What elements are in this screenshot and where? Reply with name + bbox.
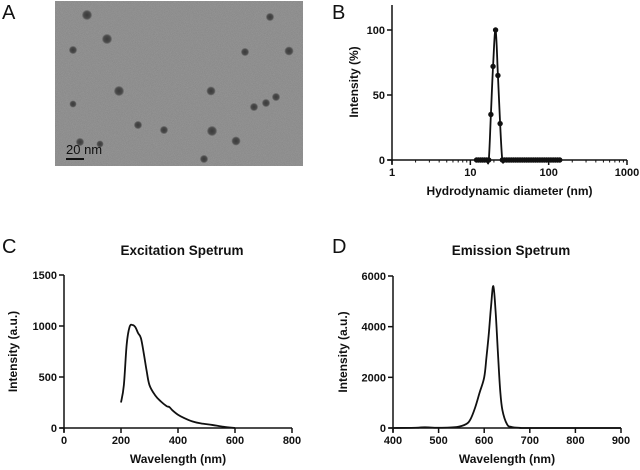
y-tick-label: 1500 (33, 270, 57, 282)
y-tick-label: 4000 (362, 322, 386, 334)
panel-letter-a: A (2, 2, 16, 24)
data-line (392, 285, 622, 429)
x-tick-label: 500 (429, 435, 447, 447)
data-line (476, 29, 560, 165)
data-point (492, 27, 499, 33)
y-tick-label: 0 (379, 155, 385, 167)
chart-title: Excitation Spetrum (120, 243, 243, 258)
data-point (488, 111, 494, 118)
y-tick-label: 0 (51, 423, 57, 435)
data-point (557, 157, 563, 163)
x-tick-label: 800 (566, 435, 584, 447)
panel-letter-c: C (2, 236, 17, 258)
y-tick-label: 6000 (362, 271, 386, 283)
y-axis-label: Intensity (a.u.) (6, 311, 20, 392)
data-point (495, 72, 501, 79)
chart-emission-spectrum: 400 500 600 700 800 900 0 2000 4000 6000 Wavelengt… (336, 243, 630, 466)
x-tick-label: 10 (464, 167, 476, 179)
tem-image (55, 1, 303, 166)
x-tick-label: 400 (169, 435, 187, 447)
x-tick-label: 900 (612, 435, 630, 447)
x-axis-label: Wavelength (nm) (459, 452, 555, 466)
x-tick-label: 600 (226, 435, 244, 447)
data-point (486, 157, 492, 163)
scale-bar (66, 158, 84, 160)
data-point (490, 63, 496, 70)
y-tick-label: 100 (367, 25, 385, 37)
y-tick-label: 1000 (33, 321, 57, 333)
y-tick-label: 50 (373, 90, 385, 102)
x-tick-label: 200 (112, 435, 130, 447)
scale-bar-label: 20 nm (66, 142, 103, 157)
y-tick-label: 2000 (362, 372, 386, 384)
x-tick-label: 1000 (615, 167, 639, 179)
panel-letter-b: B (332, 2, 346, 24)
x-tick-label: 100 (539, 167, 557, 179)
x-tick-label: 1 (389, 167, 395, 179)
y-tick-label: 0 (380, 423, 386, 435)
x-axis-label: Hydrodynamic diameter (nm) (426, 184, 592, 198)
x-tick-label: 600 (475, 435, 493, 447)
tem-micrograph: 20 nm (55, 1, 303, 166)
y-axis-label: Intensity (a.u.) (336, 311, 350, 392)
y-axis-label: Intensity (%) (347, 46, 361, 117)
data-point (497, 120, 503, 127)
y-tick-label: 500 (39, 372, 57, 384)
x-tick-label: 800 (283, 435, 301, 447)
chart-excitation-spectrum: 0 200 400 600 800 0 500 1000 1500 Wavelength (nm)… (6, 243, 301, 466)
chart-dls-size-distribution: 1 10 100 1000 0 50 100 Hydrodynamic diameter (n… (347, 5, 639, 198)
x-tick-label: 0 (61, 435, 67, 447)
x-tick-label: 700 (521, 435, 539, 447)
data-line (120, 323, 236, 429)
panel-letter-d: D (332, 236, 347, 258)
x-axis-label: Wavelength (nm) (130, 452, 226, 466)
chart-title: Emission Spetrum (452, 243, 571, 258)
x-tick-label: 400 (384, 435, 402, 447)
